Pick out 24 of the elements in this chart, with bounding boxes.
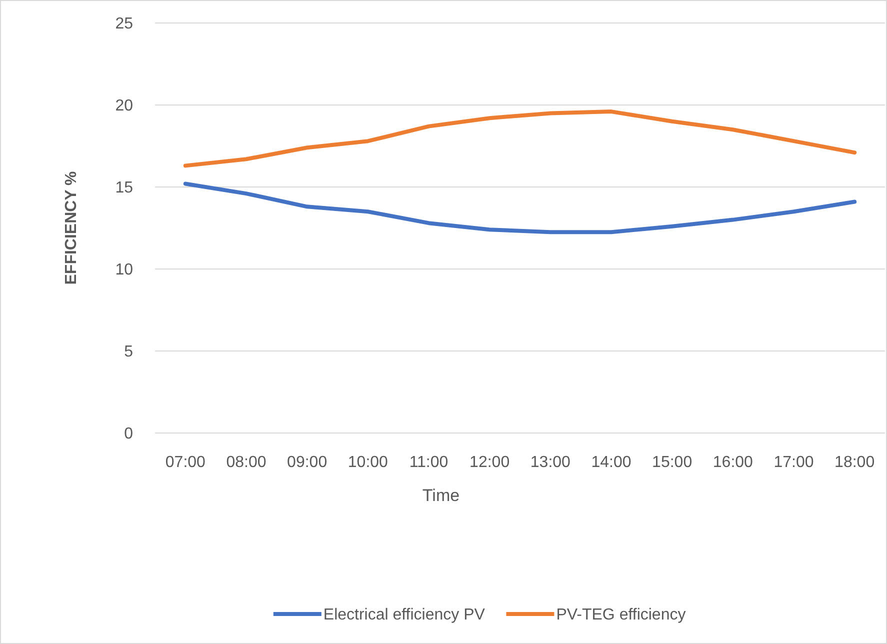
y-tick-label: 5: [124, 344, 134, 361]
x-tick-label: 10:00: [348, 454, 388, 471]
x-tick-label: 17:00: [774, 454, 814, 471]
y-tick-label: 20: [115, 98, 134, 115]
line-series: [183, 182, 857, 234]
x-tick-label: 07:00: [165, 454, 206, 471]
legend-label: Electrical efficiency PV: [323, 606, 486, 624]
x-tick-label: 18:00: [834, 454, 875, 471]
x-tick-label: 13:00: [530, 454, 571, 471]
y-tick-label: 0: [124, 426, 134, 443]
y-tick-label: 25: [115, 16, 134, 33]
y-axis-title: EFFICIENCY %: [63, 171, 80, 285]
legend-label: PV-TEG efficiency: [556, 606, 686, 624]
y-tick-label: 10: [115, 262, 134, 279]
y-tick-label: 15: [115, 180, 134, 197]
x-tick-label: 14:00: [591, 454, 632, 471]
x-tick-label: 12:00: [470, 454, 510, 471]
x-tick-label: 15:00: [652, 454, 692, 471]
x-tick-label: 11:00: [409, 454, 448, 471]
x-axis-title: Time: [422, 486, 460, 505]
x-tick-label: 16:00: [712, 454, 754, 471]
x-tick-label: 09:00: [287, 454, 328, 471]
line-series: [183, 110, 857, 168]
x-tick-label: 08:00: [226, 454, 266, 471]
